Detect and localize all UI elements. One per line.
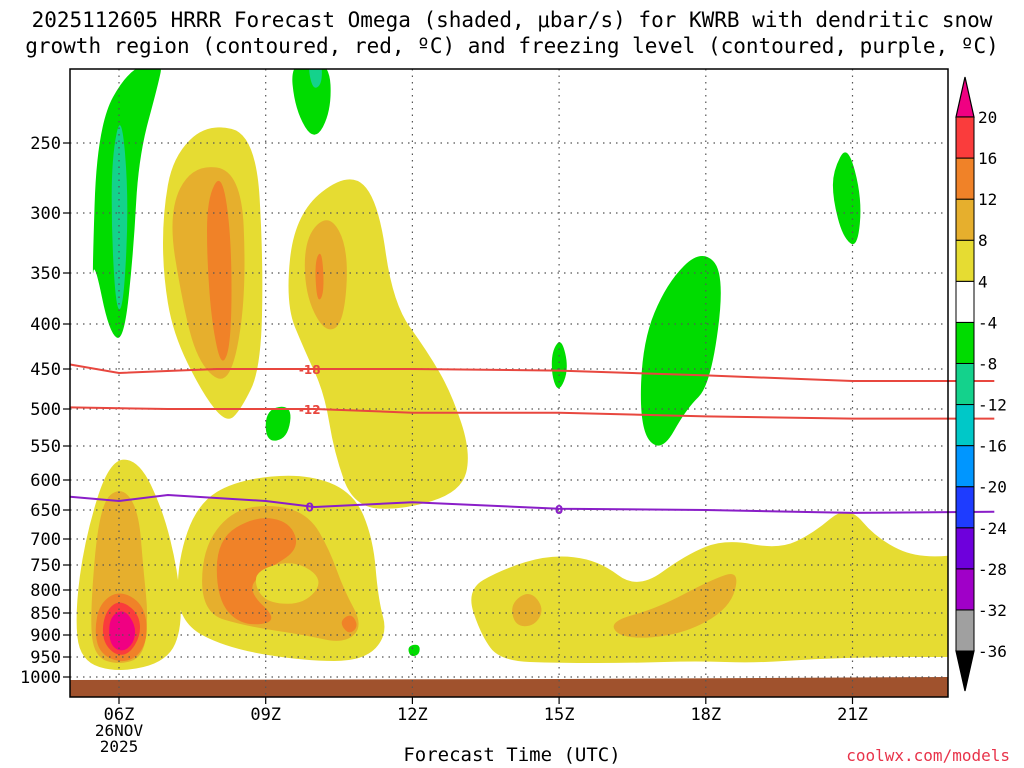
omega-blob-orange-diag <box>304 220 347 330</box>
colorbar-label: 16 <box>978 149 997 168</box>
colorbar: -36 -32 -28 -24 -20 -16 -12 -8 -4 4 8 12 16 20 <box>955 76 1007 692</box>
contour-line <box>70 406 995 420</box>
x-tick-label: 15Z <box>544 705 575 725</box>
colorbar-top-triangle <box>955 76 975 118</box>
y-tick-label: 900 <box>30 626 61 646</box>
y-tick-label: 550 <box>30 437 61 457</box>
temperature-contours: -18 -12 0 0 <box>69 363 995 517</box>
omega-blob-orange-spot <box>341 615 357 633</box>
y-tick-label: 700 <box>30 530 61 550</box>
x-tick-label: 12Z <box>397 705 428 725</box>
colorbar-label: -32 <box>978 601 1007 620</box>
colorbar-bottom-triangle <box>955 650 975 692</box>
omega-blob-teal-top <box>309 69 322 88</box>
omega-blob-magenta-max <box>109 611 136 651</box>
colorbar-label: 8 <box>978 231 988 250</box>
colorbar-label: -20 <box>978 478 1007 497</box>
y-tick-label: 500 <box>30 400 61 420</box>
omega-blob-orange-core <box>207 180 232 361</box>
colorbar-segment <box>955 609 975 652</box>
x-tick-label: 09Z <box>250 705 281 725</box>
omega-blob-green-sfc <box>408 644 420 657</box>
y-tick-label: 950 <box>30 648 61 668</box>
colorbar-segment <box>955 157 975 200</box>
colorbar-segment <box>955 362 975 406</box>
colorbar-label: 20 <box>978 108 997 127</box>
y-tick-label: 450 <box>30 360 61 380</box>
omega-blob-green-21z <box>832 152 861 245</box>
omega-blob-green-18z <box>640 256 721 446</box>
contour-line <box>70 493 995 514</box>
ground-layer <box>70 677 948 697</box>
credit-text[interactable]: coolwx.com/models <box>846 746 1010 765</box>
colorbar-segment <box>955 280 975 323</box>
y-tick-label: 250 <box>30 134 61 154</box>
omega-blob-orange-core-mid <box>216 518 297 625</box>
colorbar-label: 4 <box>978 272 988 291</box>
y-tick-label: 350 <box>30 264 61 284</box>
colorbar-label: -24 <box>978 519 1007 538</box>
colorbar-segment <box>955 198 975 241</box>
colorbar-segment <box>955 116 975 159</box>
y-tick-label: 650 <box>30 501 61 521</box>
omega-shading <box>76 69 948 670</box>
colorbar-segment <box>955 486 975 529</box>
shading-group <box>76 69 948 670</box>
axes: 2503003504004505005506006507007508008509… <box>20 68 949 756</box>
x-tick-label: 18Z <box>690 705 721 725</box>
colorbar-segment <box>955 527 975 570</box>
colorbar-label: -16 <box>978 437 1007 456</box>
y-tick-label: 300 <box>30 204 61 224</box>
y-tick-label: 800 <box>30 581 61 601</box>
x-tick-sublabel: 2025 <box>100 737 139 756</box>
contour-label: -18 <box>299 363 321 377</box>
contour-label: 0 <box>555 503 563 517</box>
x-tick-label: 21Z <box>837 705 868 725</box>
grid-lines <box>70 69 948 697</box>
x-tick-sublabel: 26NOV <box>95 721 144 740</box>
omega-blob-green-top <box>292 69 331 135</box>
contour-label: -12 <box>299 403 321 417</box>
x-axis-label: Forecast Time (UTC) <box>403 744 621 766</box>
y-tick-label: 850 <box>30 604 61 624</box>
colorbar-segment <box>955 404 975 447</box>
plot-frame <box>69 68 949 698</box>
omega-blob-teal-ul <box>111 125 128 310</box>
colorbar-segment <box>955 445 975 488</box>
contour-line <box>69 363 995 382</box>
omega-blob-green-15z <box>551 342 567 389</box>
ground-fill <box>70 677 948 697</box>
x-tick-label: 06Z <box>104 705 135 725</box>
chart-title-line-1: 2025112605 HRRR Forecast Omega (shaded, … <box>31 8 993 32</box>
colorbar-segment <box>955 321 975 364</box>
y-tick-label: 750 <box>30 556 61 576</box>
colorbar-segment <box>955 239 975 282</box>
colorbar-label: 12 <box>978 190 997 209</box>
colorbar-label: -8 <box>978 354 997 373</box>
y-tick-label: 600 <box>30 471 61 491</box>
omega-blob-green-mid <box>265 406 291 441</box>
y-tick-label: 1000 <box>20 668 61 688</box>
contour-label: 0 <box>306 500 314 514</box>
omega-blob-orange-diag-core <box>315 253 324 300</box>
chart-title-line-2: growth region (contoured, red, ºC) and f… <box>25 34 999 58</box>
y-tick-label: 400 <box>30 315 61 335</box>
colorbar-label: -12 <box>978 396 1007 415</box>
colorbar-label: -28 <box>978 560 1007 579</box>
colorbar-label: -36 <box>978 642 1007 661</box>
colorbar-segment <box>955 568 975 611</box>
omega-blob-yellow-hole <box>255 563 319 604</box>
colorbar-label: -4 <box>978 313 997 332</box>
omega-blob-orange-right-1 <box>512 593 542 627</box>
